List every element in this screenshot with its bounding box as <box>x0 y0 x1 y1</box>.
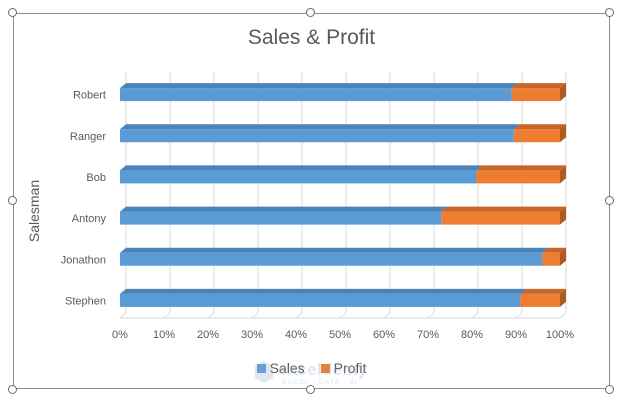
bar-profit <box>511 88 560 102</box>
bar-sales-top <box>120 124 520 130</box>
legend-label-profit: Profit <box>333 360 367 376</box>
resize-handle-middle-right[interactable] <box>605 196 614 205</box>
bar-profit-top <box>476 165 566 171</box>
gridline-floor <box>207 312 215 319</box>
bar-sales <box>120 170 477 184</box>
bar-profit <box>476 170 560 184</box>
resize-handle-middle-left[interactable] <box>8 196 17 205</box>
bar-sales <box>120 88 512 102</box>
bar-profit-side <box>560 124 566 143</box>
x-tick-label: 60% <box>373 329 395 341</box>
gridline-floor <box>559 312 567 319</box>
bar-profit-side <box>560 83 566 102</box>
chart-title[interactable]: Sales & Profit <box>247 26 376 49</box>
legend[interactable]: Sales Profit <box>0 360 623 376</box>
bar-profit <box>441 211 560 225</box>
x-tick-label: 100% <box>546 329 574 341</box>
bar-profit-side <box>560 247 566 266</box>
chart-area[interactable] <box>13 13 610 389</box>
resize-handle-top-right[interactable] <box>605 8 614 17</box>
bar-profit-top <box>542 247 566 253</box>
bar-sales <box>120 129 514 143</box>
y-tick-label: Bob <box>86 172 106 184</box>
gridline-floor <box>471 312 479 319</box>
bar-profit-side <box>560 206 566 225</box>
y-tick-label: Jonathon <box>61 254 106 266</box>
legend-item-profit[interactable]: Profit <box>320 360 367 376</box>
bar-sales-top <box>120 288 527 294</box>
bar-profit <box>513 129 560 143</box>
bar-sales-top <box>120 83 518 89</box>
resize-handle-bottom-center[interactable] <box>306 385 315 394</box>
gridline-floor <box>251 312 259 319</box>
bar-sales <box>120 252 543 266</box>
bar-profit-side <box>560 165 566 184</box>
gridline-floor <box>119 312 127 319</box>
gridline-floor <box>427 312 435 319</box>
bar-profit-top <box>520 288 566 294</box>
y-tick-label: Ranger <box>70 131 106 143</box>
y-tick-label: Antony <box>72 213 107 225</box>
bar-sales-top <box>120 165 483 171</box>
resize-handle-top-center[interactable] <box>306 8 315 17</box>
resize-handle-top-left[interactable] <box>8 8 17 17</box>
bar-sales-top <box>120 247 549 253</box>
gridline-floor <box>295 312 303 319</box>
bar-profit-side <box>560 288 566 307</box>
bar-sales <box>120 293 521 307</box>
x-tick-label: 50% <box>329 329 351 341</box>
legend-label-sales: Sales <box>269 360 305 376</box>
gridline-floor <box>339 312 347 319</box>
x-tick-label: 80% <box>461 329 483 341</box>
x-tick-label: 90% <box>505 329 527 341</box>
gridline-floor <box>163 312 171 319</box>
bar-profit <box>542 252 560 266</box>
resize-handle-bottom-left[interactable] <box>8 385 17 394</box>
bar-sales <box>120 211 442 225</box>
legend-item-sales[interactable]: Sales <box>256 360 305 376</box>
y-tick-label: Robert <box>73 90 106 102</box>
resize-handle-bottom-right[interactable] <box>605 385 614 394</box>
x-tick-label: 20% <box>197 329 219 341</box>
bar-profit-top <box>441 206 566 212</box>
legend-swatch-sales <box>256 363 266 373</box>
gridline-floor <box>515 312 523 319</box>
x-tick-label: 0% <box>112 329 128 341</box>
gridline-floor <box>383 312 391 319</box>
x-tick-label: 30% <box>241 329 263 341</box>
bar-profit-top <box>513 124 566 130</box>
y-tick-label: Stephen <box>65 295 106 307</box>
bar-profit <box>520 293 560 307</box>
bar-profit-top <box>511 83 566 89</box>
x-tick-label: 70% <box>417 329 439 341</box>
legend-swatch-profit <box>320 363 330 373</box>
bar-sales-top <box>120 206 448 212</box>
x-tick-label: 10% <box>153 329 175 341</box>
x-tick-label: 40% <box>285 329 307 341</box>
